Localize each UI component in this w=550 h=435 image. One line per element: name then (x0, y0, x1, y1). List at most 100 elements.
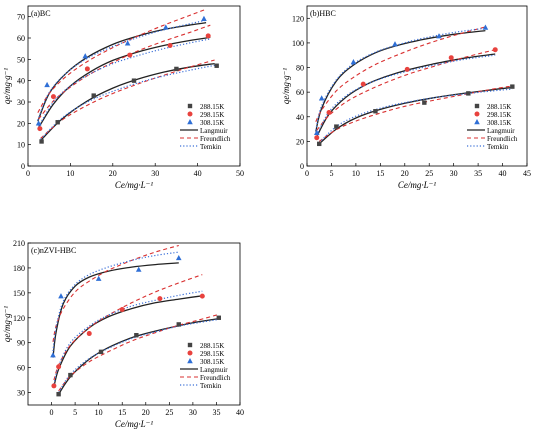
data-point (448, 55, 454, 61)
y-tick-label: 70 (17, 13, 25, 22)
data-point (95, 275, 102, 281)
y-tick-label: 60 (17, 34, 25, 43)
y-axis-title: qe/mg·g⁻¹ (2, 68, 12, 104)
temkin-fit-curve (318, 88, 513, 144)
legend-label: Temkin (200, 382, 222, 390)
plot-area (313, 24, 515, 147)
data-point (317, 141, 322, 147)
data-point (98, 349, 104, 355)
data-point (201, 15, 207, 21)
data-point (56, 364, 62, 370)
data-point (214, 63, 219, 68)
x-tick-label: 50 (236, 169, 244, 178)
y-tick-label: 60 (17, 364, 25, 373)
legend: 288.15K298.15K308.15KLangmuirFreundlichT… (180, 103, 231, 151)
data-point (404, 66, 410, 72)
y-tick-label: 10 (17, 141, 25, 150)
plot-area (50, 244, 221, 397)
data-point (176, 322, 181, 327)
temkin-fit-curve (58, 318, 219, 393)
data-point (436, 33, 442, 39)
data-point (39, 139, 44, 144)
data-point (91, 93, 96, 98)
data-point (86, 331, 92, 337)
data-point (131, 78, 137, 83)
plot-frame (27, 5, 241, 167)
y-tick-label: 40 (17, 77, 25, 86)
langmuir-fit-curve (58, 317, 219, 395)
data-point (466, 91, 471, 96)
y-tick-label: 120 (13, 314, 25, 323)
x-tick-label: 10 (95, 408, 103, 417)
legend-label: 308.15K (487, 119, 511, 127)
data-point (492, 47, 498, 53)
data-point (127, 52, 133, 58)
data-point (119, 306, 125, 312)
plot-frame (27, 242, 241, 406)
legend-label: 308.15K (200, 119, 224, 127)
legend-label: Langmuir (487, 127, 515, 135)
data-point (135, 266, 142, 272)
data-point (124, 40, 131, 46)
data-point (216, 315, 221, 320)
y-tick-label: 180 (13, 264, 25, 273)
x-axis-title: Ce/mg·L⁻¹ (115, 419, 154, 429)
data-point (37, 126, 43, 132)
x-tick-label: 45 (523, 169, 531, 178)
x-tick-label: 0 (305, 169, 309, 178)
x-tick-label: 40 (236, 408, 244, 417)
x-tick-label: 0 (50, 408, 54, 417)
langmuir-fit-curve (315, 29, 486, 132)
data-point (58, 293, 64, 299)
data-point (167, 42, 173, 48)
legend-label: Langmuir (200, 127, 228, 135)
legend-label: Freundlich (200, 374, 231, 382)
data-point (510, 84, 515, 89)
legend-marker (187, 119, 193, 125)
x-tick-label: 35 (212, 408, 220, 417)
data-point (35, 120, 42, 126)
legend-label: Freundlich (487, 135, 518, 143)
y-tick-label: 30 (17, 98, 25, 107)
freundlich-fit-curve (38, 24, 211, 120)
langmuir-fit-curve (53, 295, 203, 387)
data-point (157, 296, 163, 302)
y-tick-label: 40 (296, 113, 304, 122)
legend-marker (187, 350, 193, 356)
freundlich-fit-curve (316, 49, 496, 131)
temkin-fit-curve (38, 38, 211, 127)
x-tick-label: 25 (165, 408, 173, 417)
legend-marker (474, 103, 480, 109)
data-point (482, 24, 489, 30)
freundlich-fit-curve (58, 313, 219, 392)
data-point (82, 53, 89, 59)
y-tick-label: 0 (21, 162, 25, 171)
data-point (350, 59, 357, 65)
plot-area (35, 8, 219, 144)
legend-label: 298.15K (487, 111, 511, 119)
langmuir-fit-curve (52, 262, 179, 358)
legend-marker (187, 342, 193, 348)
data-point (199, 293, 205, 299)
y-tick-label: 50 (17, 55, 25, 64)
x-tick-label: 10 (352, 169, 360, 178)
chart-panel-1: 0 10 20 30 40 50 0 10 20 30 40 50 60 70 Ce/mg·L⁻¹ qe/mg… (2, 5, 244, 190)
x-tick-label: 5 (329, 169, 333, 178)
data-point (392, 41, 398, 47)
freundlich-fit-curve (52, 244, 179, 342)
legend-label: 298.15K (200, 111, 224, 119)
x-tick-label: 30 (151, 169, 159, 178)
data-point (318, 95, 325, 101)
freundlich-fit-curve (37, 8, 207, 113)
x-tick-label: 40 (194, 169, 202, 178)
y-tick-label: 80 (296, 64, 304, 73)
x-tick-label: 20 (142, 408, 150, 417)
data-point (56, 392, 61, 397)
temkin-fit-curve (53, 290, 203, 385)
langmuir-fit-curve (37, 21, 207, 122)
data-point (163, 24, 169, 30)
legend-marker (187, 358, 193, 364)
legend-marker (187, 111, 193, 117)
x-axis-title: Ce/mg·L⁻¹ (115, 180, 154, 190)
